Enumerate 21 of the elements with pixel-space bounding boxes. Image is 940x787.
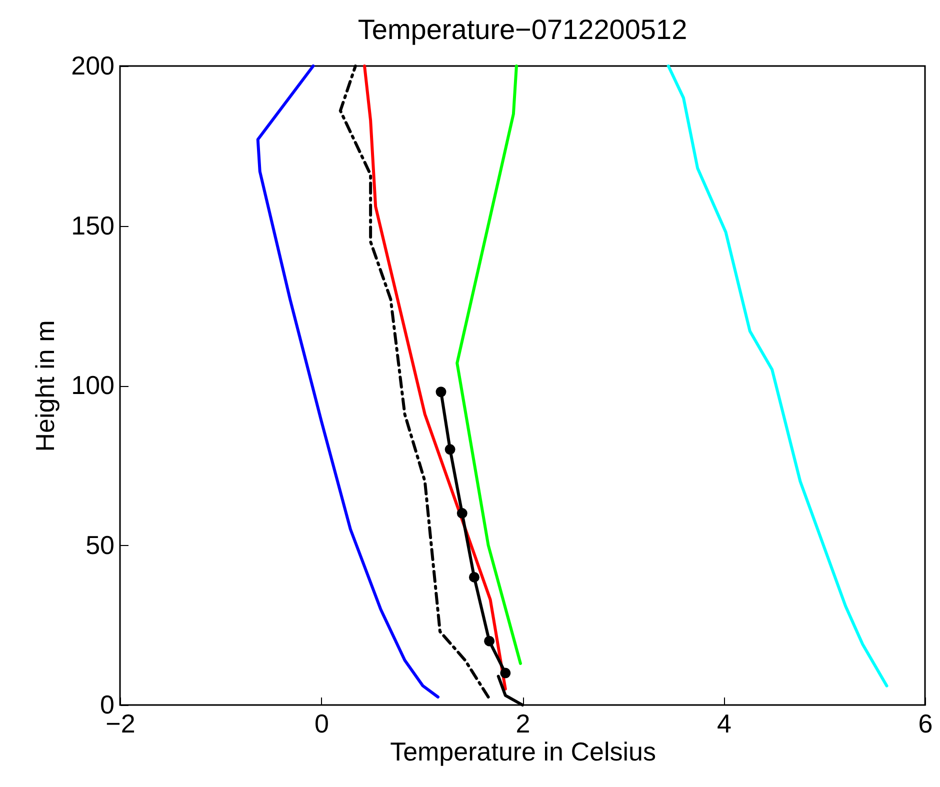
y-tick-label: 150 <box>71 210 114 240</box>
x-tick-label: 0 <box>314 708 329 738</box>
line-series <box>256 64 440 699</box>
point <box>484 636 495 646</box>
point <box>456 508 468 519</box>
chart-title: Temperature−0712200512 <box>358 14 688 45</box>
y-tick-label: 50 <box>86 530 114 560</box>
y-tick-label: 100 <box>71 370 114 400</box>
y-tick-label: 200 <box>71 50 114 80</box>
x-tick-label: 6 <box>918 708 933 738</box>
point <box>468 572 480 582</box>
x-tick-label: 2 <box>516 708 530 738</box>
x-tick-label: 4 <box>717 708 732 738</box>
x-axis-title: Temperature in Celsius <box>390 736 656 766</box>
line-series <box>666 64 888 688</box>
point <box>500 668 511 678</box>
point <box>444 444 456 455</box>
line-series <box>363 64 507 691</box>
point <box>436 386 446 398</box>
line-series <box>456 64 522 665</box>
y-axis-title: Height in m <box>30 320 60 452</box>
